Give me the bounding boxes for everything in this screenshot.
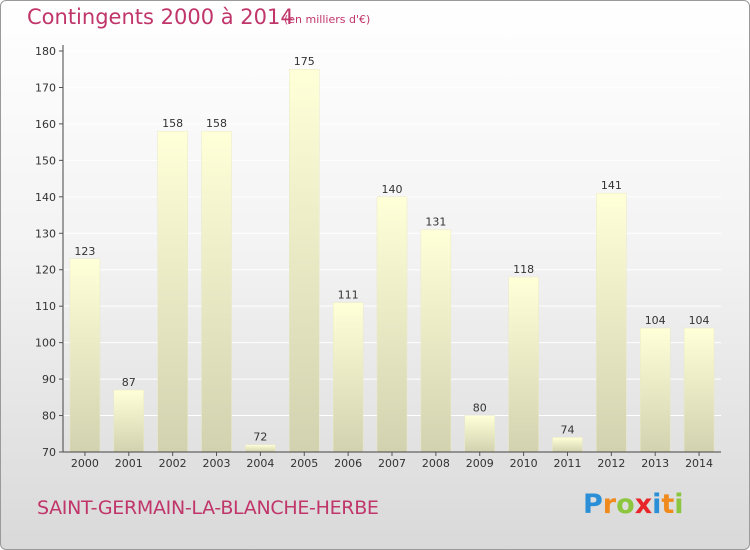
data-label: 80 <box>473 402 487 415</box>
x-tick-label: 2001 <box>115 457 143 470</box>
x-tick-label: 2010 <box>510 457 538 470</box>
logo-letter: x <box>634 489 653 520</box>
y-tick-label: 180 <box>35 45 56 58</box>
data-label: 72 <box>253 431 267 444</box>
y-tick-label: 110 <box>35 300 56 313</box>
x-tick-label: 2000 <box>71 457 99 470</box>
data-label: 140 <box>382 183 403 196</box>
x-tick-label: 2011 <box>553 457 581 470</box>
data-label: 158 <box>162 117 183 130</box>
proxiti-logo: Proxiti <box>583 489 684 520</box>
y-tick-label: 90 <box>42 373 56 386</box>
bar <box>376 196 408 453</box>
x-tick-label: 2007 <box>378 457 406 470</box>
bar <box>639 327 671 453</box>
data-label: 74 <box>560 423 574 436</box>
bar <box>113 389 145 453</box>
y-tick-label: 120 <box>35 264 56 277</box>
data-label: 141 <box>601 179 622 192</box>
bars: 123 87 158 158 72 175 111 140 131 80 118 74 141 104 10… <box>69 55 715 453</box>
data-label: 111 <box>338 289 359 302</box>
data-label: 123 <box>74 245 95 258</box>
bar <box>201 130 232 453</box>
x-tick-label: 2002 <box>159 457 187 470</box>
data-label: 175 <box>294 55 315 68</box>
y-tick-label: 150 <box>35 154 56 167</box>
data-label: 104 <box>645 314 666 327</box>
data-label: 104 <box>689 314 710 327</box>
logo-letter: t <box>661 489 675 520</box>
bar <box>420 229 452 453</box>
x-tick-label: 2005 <box>290 457 318 470</box>
logo-letter: i <box>652 489 662 520</box>
bar <box>289 68 320 453</box>
x-tick-label: 2013 <box>641 457 669 470</box>
x-tick-label: 2014 <box>685 457 713 470</box>
x-tick-label: 2003 <box>203 457 231 470</box>
bar <box>464 415 495 453</box>
y-tick-label: 80 <box>42 410 56 423</box>
bar <box>157 130 188 453</box>
x-tick-label: 2006 <box>334 457 362 470</box>
y-tick-label: 170 <box>35 81 56 94</box>
y-tick-label: 140 <box>35 191 56 204</box>
logo-letter: r <box>602 489 617 520</box>
bar <box>552 437 583 453</box>
chart-title: Contingents 2000 à 2014 <box>27 5 294 29</box>
x-tick-label: 2008 <box>422 457 450 470</box>
data-label: 118 <box>513 263 534 276</box>
y-tick-label: 160 <box>35 118 56 131</box>
x-tick-label: 2004 <box>246 457 274 470</box>
logo-letter: P <box>583 489 603 520</box>
x-tick-label: 2009 <box>466 457 494 470</box>
bar <box>245 444 276 453</box>
logo-letter: i <box>674 489 684 520</box>
data-label: 158 <box>206 117 227 130</box>
bar <box>508 276 539 453</box>
bar <box>332 302 364 453</box>
y-tick-label: 130 <box>35 227 56 240</box>
y-tick-label: 70 <box>42 446 56 459</box>
data-label: 87 <box>122 376 136 389</box>
data-label: 131 <box>425 216 446 229</box>
logo-letter: o <box>616 489 635 520</box>
chart-subtitle: (en milliers d'€) <box>284 13 371 26</box>
bar <box>69 258 101 453</box>
axes: 70 80 90 100 110 120 130 140 150 160 170 180 2000 200… <box>35 45 721 470</box>
y-tick-label: 100 <box>35 337 56 350</box>
bar <box>596 192 627 453</box>
x-tick-label: 2012 <box>597 457 625 470</box>
bar <box>683 327 715 453</box>
commune-name: SAINT-GERMAIN-LA-BLANCHE-HERBE <box>37 497 379 519</box>
